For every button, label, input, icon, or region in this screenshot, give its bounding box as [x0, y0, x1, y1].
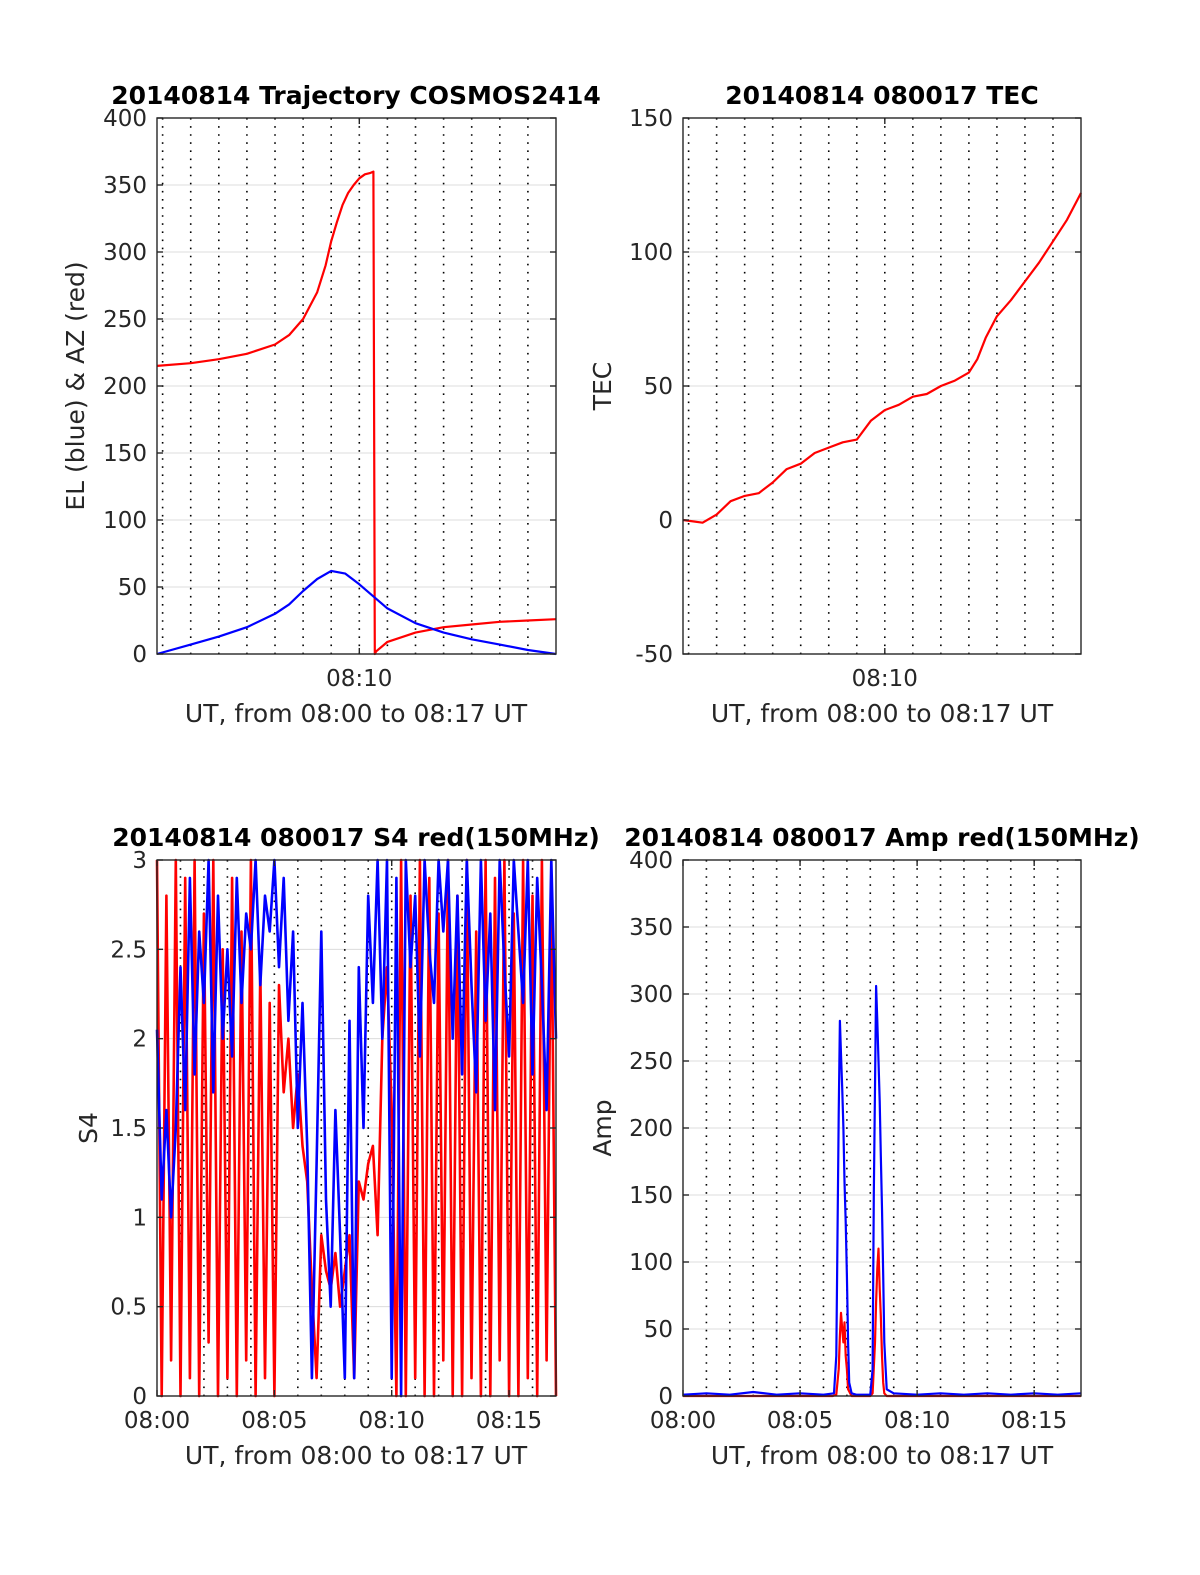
x-tick-label: 08:10	[884, 1408, 950, 1434]
x-tick-label: 08:15	[1001, 1408, 1067, 1434]
y-tick-label: 0	[132, 642, 147, 668]
y-tick-label: 400	[103, 106, 147, 132]
y-tick-label: 200	[103, 374, 147, 400]
y-axis: 0 0.5 1 1.5 2 2.5 3	[110, 848, 556, 1410]
panel-tec: 20140814 080017 TEC UT, from 08:00 to 08…	[588, 81, 1082, 728]
y-tick-label: 400	[629, 848, 673, 874]
x-tick-label: 08:05	[241, 1408, 307, 1434]
y-axis-label: EL (blue) & AZ (red)	[61, 261, 90, 510]
series-line-amp_blue	[682, 984, 1082, 1396]
y-tick-label: 150	[629, 106, 673, 132]
y-tick-label: 100	[629, 240, 673, 266]
x-tick-label: 08:15	[476, 1408, 542, 1434]
y-tick-label: 300	[629, 982, 673, 1008]
series-line-s4_blue	[155, 858, 558, 1398]
y-axis: 0 50 100 150 200 250 300 350 400	[629, 848, 1081, 1410]
y-tick-label: 50	[644, 1317, 673, 1343]
x-axis-label: UT, from 08:00 to 08:17 UT	[711, 699, 1054, 728]
y-tick-label: 1	[132, 1205, 147, 1231]
chart-title: 20140814 080017 TEC	[725, 81, 1038, 110]
y-tick-label: 100	[629, 1250, 673, 1276]
x-tick-label: 08:10	[326, 666, 392, 692]
grid	[683, 118, 1081, 654]
panel-amp: 20140814 080017 Amp red(150MHz) UT, from…	[588, 823, 1140, 1470]
y-tick-label: 350	[629, 915, 673, 941]
y-tick-label: 250	[103, 307, 147, 333]
y-tick-label: 150	[103, 441, 147, 467]
series-group	[682, 192, 1082, 524]
y-tick-label: 0	[658, 508, 673, 534]
x-axis: 08:10	[326, 118, 392, 692]
panel-s4: 20140814 080017 S4 red(150MHz) UT, from …	[74, 823, 600, 1470]
y-tick-label: 1.5	[110, 1116, 147, 1142]
chart-title: 20140814 080017 Amp red(150MHz)	[624, 823, 1140, 852]
y-tick-label: 100	[103, 508, 147, 534]
series-line-el	[156, 569, 557, 656]
x-axis: 08:00 08:05 08:10 08:15	[124, 860, 542, 1434]
x-tick-label: 08:00	[124, 1408, 190, 1434]
y-axis: 0 50 100 150 200 250 300 350 400	[103, 106, 556, 668]
y-axis-label: Amp	[588, 1099, 617, 1156]
series-group	[156, 170, 557, 656]
panel-trajectory: 20140814 Trajectory COSMOS2414 UT, from …	[61, 81, 601, 728]
x-axis-label: UT, from 08:00 to 08:17 UT	[185, 699, 528, 728]
grid	[683, 860, 1081, 1396]
x-tick-label: 08:10	[359, 1408, 425, 1434]
chart-title: 20140814 080017 S4 red(150MHz)	[112, 823, 600, 852]
x-tick-label: 08:05	[767, 1408, 833, 1434]
y-tick-label: 300	[103, 240, 147, 266]
y-tick-label: 3	[132, 848, 147, 874]
y-axis-label: S4	[74, 1112, 103, 1144]
y-tick-label: 200	[629, 1116, 673, 1142]
y-tick-label: -50	[635, 642, 673, 668]
x-tick-label: 08:00	[650, 1408, 716, 1434]
y-tick-label: 0	[132, 1384, 147, 1410]
y-tick-label: 50	[644, 374, 673, 400]
x-axis-label: UT, from 08:00 to 08:17 UT	[185, 1441, 528, 1470]
x-tick-label: 08:10	[852, 666, 918, 692]
series-group	[155, 858, 558, 1398]
y-tick-label: 350	[103, 173, 147, 199]
y-tick-label: 0	[658, 1384, 673, 1410]
y-tick-label: 150	[629, 1183, 673, 1209]
grid	[157, 118, 556, 654]
y-axis: -50 0 50 100 150	[629, 106, 1081, 668]
y-tick-label: 50	[118, 575, 147, 601]
y-axis-label: TEC	[588, 362, 617, 412]
chart-title: 20140814 Trajectory COSMOS2414	[111, 81, 601, 110]
y-tick-label: 250	[629, 1049, 673, 1075]
y-tick-label: 0.5	[110, 1295, 147, 1321]
y-tick-label: 2	[132, 1027, 147, 1053]
x-axis-label: UT, from 08:00 to 08:17 UT	[711, 1441, 1054, 1470]
y-tick-label: 2.5	[110, 937, 147, 963]
x-axis: 08:10	[852, 118, 918, 692]
x-axis: 08:00 08:05 08:10 08:15	[650, 860, 1067, 1434]
series-line-tec	[682, 192, 1082, 524]
